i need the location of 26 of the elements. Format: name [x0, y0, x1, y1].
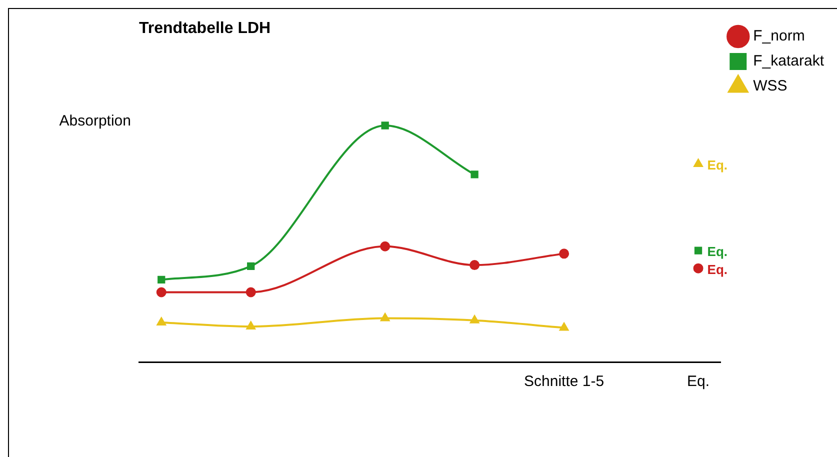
point [381, 122, 389, 130]
point [158, 276, 166, 284]
point [380, 241, 390, 252]
x-tick-label: Schnitte 1-5 [524, 373, 604, 390]
point [559, 248, 570, 259]
point [246, 287, 256, 298]
chart-title: Trendtabelle LDH [139, 20, 271, 38]
series-label: Eq. [707, 158, 728, 173]
series-label: Eq. [707, 262, 728, 277]
point [380, 313, 390, 322]
y-axis-title: Absorption [59, 112, 131, 130]
point [246, 322, 256, 330]
point [694, 159, 703, 168]
point [470, 170, 478, 178]
legend-label: F_katarakt [753, 52, 825, 70]
point [560, 322, 569, 331]
point [156, 287, 166, 298]
point [470, 260, 480, 270]
legend-label: F_norm [753, 28, 805, 45]
point [470, 315, 480, 324]
legend-label: WSS [753, 78, 788, 95]
point [156, 318, 166, 326]
point [247, 262, 255, 270]
point [694, 246, 702, 254]
point [693, 263, 704, 274]
series-label: Eq. [707, 244, 728, 260]
